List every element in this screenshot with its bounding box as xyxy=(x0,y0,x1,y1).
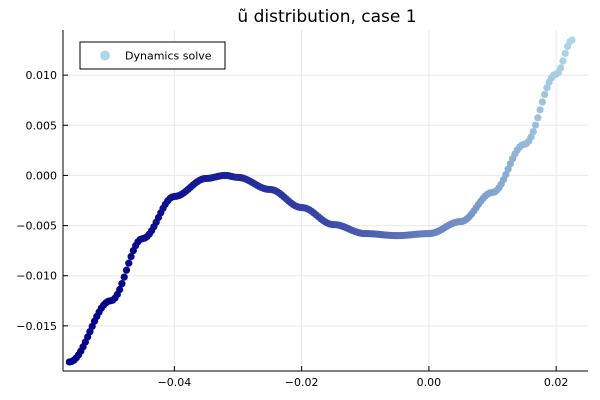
legend: Dynamics solve xyxy=(79,41,226,70)
x-tick-label: 0.00 xyxy=(417,376,442,389)
data-point xyxy=(536,106,544,114)
data-point xyxy=(568,36,576,44)
legend-marker xyxy=(100,50,110,61)
data-points xyxy=(65,36,576,366)
data-point xyxy=(122,266,131,274)
data-point xyxy=(538,98,546,106)
x-tick-label: 0.02 xyxy=(544,376,569,389)
data-point xyxy=(118,280,126,288)
data-point xyxy=(557,64,565,72)
data-point xyxy=(541,90,549,99)
y-tick-label: −0.005 xyxy=(16,220,57,233)
data-point xyxy=(543,84,551,92)
data-point xyxy=(561,49,569,58)
y-tick-label: 0.010 xyxy=(26,69,58,82)
legend-label: Dynamics solve xyxy=(125,50,212,63)
x-tick-label: −0.02 xyxy=(285,376,319,389)
data-point xyxy=(527,133,535,141)
grid xyxy=(63,30,588,371)
data-point xyxy=(116,285,124,294)
data-point xyxy=(125,259,133,267)
y-tick-label: 0.000 xyxy=(26,169,58,182)
data-point xyxy=(534,114,542,122)
data-point xyxy=(127,252,135,261)
tick-labels: −0.04 −0.02 0.00 0.02 0.010 0.005 0.000 −0.005 −… xyxy=(16,69,568,389)
data-point xyxy=(559,57,567,65)
data-point xyxy=(529,128,537,136)
x-tick-label: −0.04 xyxy=(158,376,192,389)
data-point xyxy=(504,165,512,173)
data-point xyxy=(531,121,540,129)
y-tick-label: 0.005 xyxy=(26,119,58,132)
data-point xyxy=(120,273,128,281)
y-tick-label: −0.010 xyxy=(16,270,57,283)
axes xyxy=(62,30,588,372)
chart-title: ũ distribution, case 1 xyxy=(237,7,416,27)
y-tick-label: −0.015 xyxy=(16,320,57,333)
